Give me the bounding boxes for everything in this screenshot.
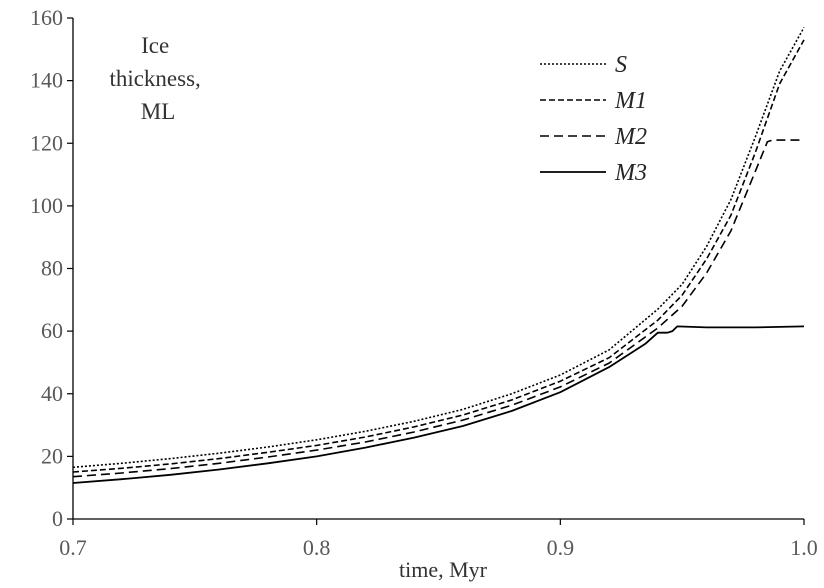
series-layer — [72, 27, 805, 484]
y-tick-label: 60 — [41, 318, 63, 343]
series-line-m3 — [72, 325, 805, 484]
legend-label-m1: M1 — [614, 88, 647, 114]
x-tick-label: 0.8 — [303, 535, 331, 560]
y-axis-title-line: Ice — [141, 33, 169, 58]
x-tick-label: 0.7 — [59, 535, 87, 560]
x-axis-title: time, Myr — [399, 557, 488, 582]
series-line-m2 — [72, 139, 804, 478]
y-axis-title: Ice thickness, ML — [109, 33, 206, 124]
y-tick-label: 40 — [41, 381, 63, 406]
series-line-s — [72, 27, 805, 469]
legend-label-m2: M2 — [614, 124, 647, 150]
legend-label-s: S — [615, 52, 627, 78]
y-tick-label: 120 — [30, 130, 63, 155]
series-line-m1 — [72, 39, 805, 473]
y-axis-ticks: 0 20 40 60 80 100 120 140 160 — [30, 5, 73, 531]
plot-area: 0 20 40 60 80 100 120 140 160 0.7 0.8 0.9 1.0 — [30, 5, 818, 560]
y-tick-label: 100 — [30, 193, 63, 218]
x-tick-label: 1.0 — [790, 535, 818, 560]
legend: S M1 M2 M3 — [540, 52, 647, 186]
y-tick-label: 0 — [52, 506, 63, 531]
x-axis-ticks: 0.7 0.8 0.9 1.0 — [59, 519, 818, 560]
y-tick-label: 140 — [30, 68, 63, 93]
y-axis-title-line: ML — [141, 99, 176, 124]
x-tick-label: 0.9 — [547, 535, 575, 560]
y-tick-label: 160 — [30, 5, 63, 30]
legend-label-m3: M3 — [614, 160, 647, 186]
y-tick-label: 80 — [41, 256, 63, 281]
y-axis-title-line: thickness, — [109, 66, 200, 91]
y-tick-label: 20 — [41, 443, 63, 468]
